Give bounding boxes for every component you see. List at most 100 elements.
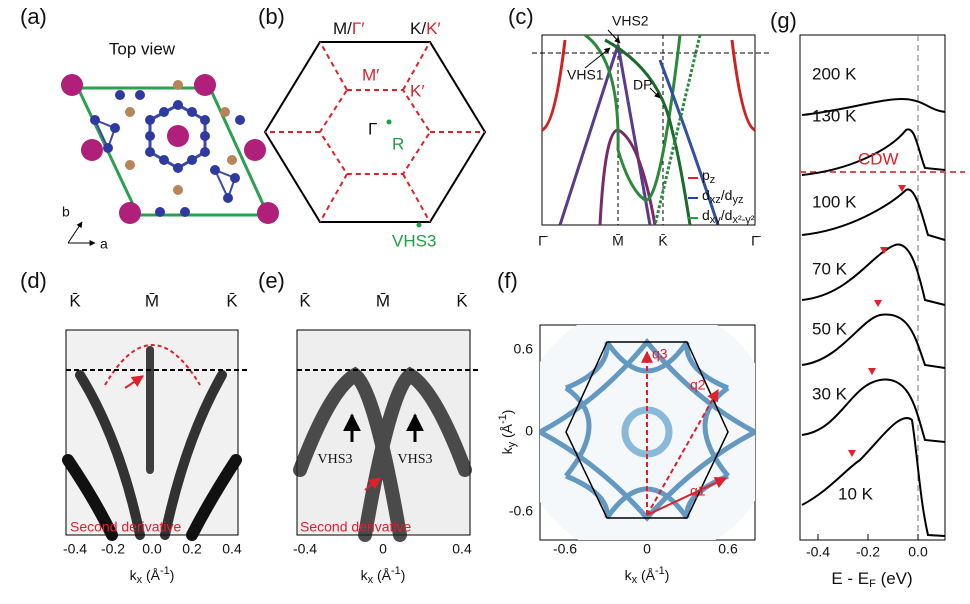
y-tick-label: -0.6 (509, 503, 533, 519)
edc-plot-shape (799, 34, 946, 541)
text-part: (Å (499, 423, 515, 442)
brillouin-zone (263, 41, 487, 228)
panel-label: (e) (258, 268, 285, 293)
text-part: d (702, 187, 710, 203)
vhs1: VHS1 (567, 67, 604, 83)
crystal-shape-shape (159, 155, 169, 165)
crystal-shape-shape (194, 74, 216, 96)
top-tick-label: M̄ (376, 291, 390, 310)
band-structure-shape-shape (604, 38, 692, 226)
y-axis-label: ky (Å-1) (497, 410, 518, 455)
panel-title: Top view (109, 39, 176, 58)
band-structure-shape-shape (730, 39, 756, 132)
crystal-shape-shape (180, 207, 190, 217)
panel-label: (a) (20, 4, 47, 29)
top-tick-label: K̄ (456, 291, 468, 310)
arpes-image-shape-shape (75, 370, 145, 540)
x-axis-label: kx (Å-1) (361, 565, 406, 586)
crystal-shape (61, 74, 279, 224)
crystal-shape-shape (125, 160, 135, 170)
brillouin-zone-shape-shape (319, 41, 348, 91)
text-part: ) (499, 410, 515, 415)
top-tick-label: K̄ (299, 291, 311, 310)
edc-plot-shape (848, 185, 906, 457)
temperature-label: 100 K (812, 192, 857, 211)
temperature-label: 30 K (812, 384, 848, 403)
brillouin-zone-shape-shape (319, 173, 348, 223)
crystal-shape-shape (145, 147, 155, 157)
subscript: xy (710, 214, 722, 226)
x-tick-label: 0.0 (908, 544, 928, 560)
crystal-shape (67, 221, 83, 244)
text-part: ) (401, 567, 406, 583)
label-part: K/ (410, 19, 426, 38)
fermi-surface-shape (646, 477, 728, 516)
cdw-label: CDW (858, 149, 899, 168)
crystal-shape (125, 80, 237, 195)
x-tick-label: M̄ (612, 233, 624, 249)
text-part: k (499, 446, 515, 454)
text-part: k (130, 567, 138, 583)
arpes-image-shape-shape (358, 366, 472, 542)
text-part: k (361, 567, 369, 583)
arpes-image-shape (104, 344, 201, 386)
subscript: F (869, 578, 876, 590)
x-tick-label: K̄ (658, 233, 668, 249)
crystal-shape-shape (103, 143, 113, 153)
brillouin-zone-shape (265, 41, 485, 223)
arpes-image-shape (364, 477, 381, 491)
text-part: k (625, 567, 633, 583)
note: Second derivative (70, 519, 182, 535)
arpes-image-shape-shape (293, 366, 407, 542)
q-label: q3 (652, 346, 668, 362)
brillouin-zone-shape-shape (402, 41, 431, 91)
crystal-shape-shape (110, 123, 120, 133)
brillouin-zone-shape (416, 222, 422, 228)
fermi-surface-shape-shape-shape (684, 341, 729, 391)
edc-plot-shape-shape (880, 247, 888, 254)
superscript: -1 (497, 414, 509, 424)
temperature-label: 130 K (812, 106, 857, 125)
k-prime: K′ (410, 81, 425, 100)
label-part: M/ (333, 19, 352, 38)
band-structure-shape-shape (584, 33, 682, 202)
panel-label: (d) (20, 268, 47, 293)
x-axis-label: E - EF (eV) (831, 569, 912, 589)
arpes-image (293, 329, 480, 542)
x-axis-label: kx (Å-1) (130, 565, 175, 586)
fermi-surface-shape-shape-shape (565, 341, 610, 391)
superscript: -1 (160, 565, 170, 577)
band-structure-shape (607, 29, 621, 44)
crystal-shape-shape (135, 90, 145, 100)
edc-plot-shape-shape (801, 417, 946, 537)
dp: DP (633, 77, 652, 93)
panel-label: (c) (508, 4, 534, 29)
x-tick-label: -0.2 (101, 541, 125, 557)
top-tick-label: K̄ (226, 291, 238, 310)
text-part: p (702, 167, 710, 183)
gamma: Γ (368, 119, 377, 138)
crystal-shape-shape (173, 80, 183, 90)
text-part: ) (170, 567, 175, 583)
x-tick-label: -0.2 (856, 544, 880, 560)
edc-plot-shape-shape (801, 188, 946, 241)
edc-plot-shape-shape (874, 300, 882, 307)
crystal-shape-shape (115, 90, 125, 100)
axis-a: a (100, 236, 108, 252)
panel-label: (f) (497, 268, 518, 293)
superscript: -1 (655, 565, 665, 577)
edc-plot-shape-shape (801, 243, 946, 306)
crystal-shape-shape (145, 131, 155, 141)
fermi-surface-shape (565, 341, 729, 519)
superscript: -1 (391, 565, 401, 577)
vhs-label: VHS3 (317, 452, 352, 467)
text-part: (eV) (876, 569, 913, 588)
vhs3: VHS3 (392, 231, 436, 250)
arpes-image-shape (293, 366, 472, 542)
r-point: R (392, 134, 404, 153)
crystal-shape-shape (81, 139, 103, 161)
panel-label: (g) (770, 8, 797, 33)
x-tick-label: 0.6 (718, 541, 738, 557)
subscript: x (632, 574, 638, 586)
